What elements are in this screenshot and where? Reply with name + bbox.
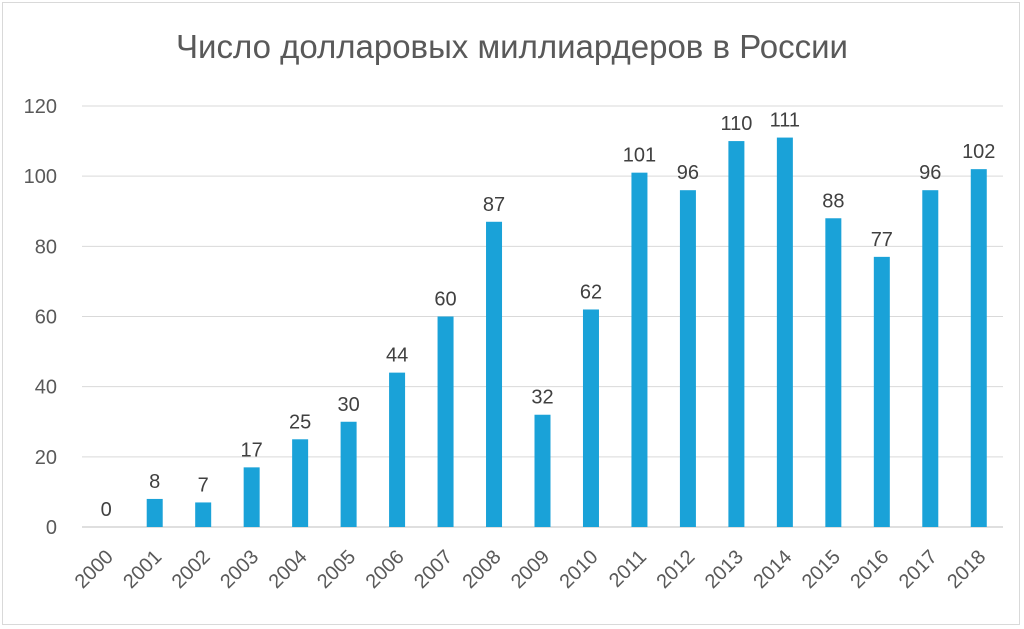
y-tick-label: 100 <box>24 166 57 188</box>
bar <box>146 498 163 527</box>
bar <box>582 309 599 527</box>
x-tick-label: 2002 <box>168 546 215 593</box>
x-tick-label: 2014 <box>749 546 796 593</box>
bar <box>243 467 260 527</box>
bar <box>873 256 890 527</box>
y-tick-label: 60 <box>35 307 57 329</box>
x-tick-label: 2004 <box>265 546 312 593</box>
x-tick-label: 2008 <box>459 546 506 593</box>
x-tick-label: 2006 <box>362 546 409 593</box>
bar <box>922 190 939 527</box>
bar <box>340 421 357 527</box>
data-label: 44 <box>386 345 408 367</box>
bar <box>631 172 648 528</box>
x-tick-label: 2012 <box>652 546 699 593</box>
data-label: 25 <box>289 411 311 433</box>
x-tick-label: 2003 <box>216 546 263 593</box>
data-label: 88 <box>822 190 844 212</box>
bar <box>825 218 842 527</box>
y-tick-label: 120 <box>24 96 57 118</box>
x-tick-label: 2013 <box>701 546 748 593</box>
data-label: 60 <box>434 289 456 311</box>
data-label: 87 <box>483 194 505 216</box>
y-tick-label: 80 <box>35 236 57 258</box>
y-tick-label: 0 <box>46 517 57 539</box>
bars <box>146 137 987 528</box>
y-axis: 0 20 40 60 80 100 120 <box>24 96 57 539</box>
bar <box>486 221 503 527</box>
data-label: 96 <box>919 162 941 184</box>
data-label: 7 <box>198 474 209 496</box>
bar <box>728 141 745 528</box>
data-label: 77 <box>871 229 893 251</box>
y-tick-label: 20 <box>35 447 57 469</box>
x-tick-label: 2016 <box>846 546 893 593</box>
x-tick-label: 2005 <box>313 546 360 593</box>
bar <box>389 372 406 527</box>
data-label: 62 <box>580 281 602 303</box>
x-tick-label: 2010 <box>555 546 602 593</box>
data-label: 102 <box>962 141 995 163</box>
data-label: 96 <box>677 162 699 184</box>
data-label: 17 <box>241 439 263 461</box>
data-label: 101 <box>623 145 656 167</box>
bar <box>534 414 551 527</box>
x-tick-label: 2001 <box>119 546 166 593</box>
gridlines <box>82 105 1003 528</box>
x-tick-label: 2000 <box>71 546 118 593</box>
x-tick-label: 2011 <box>605 546 651 592</box>
x-tick-label: 2007 <box>410 546 457 593</box>
data-label: 111 <box>770 110 800 132</box>
bar <box>292 439 309 527</box>
chart-title: Число долларовых миллиардеров в России <box>176 28 848 65</box>
x-axis: 2000 2001 2002 2003 2004 2005 2006 2007 2008 2009… <box>71 546 991 593</box>
data-label: 8 <box>149 471 160 493</box>
bar <box>679 190 696 527</box>
data-label: 0 <box>101 499 112 521</box>
y-tick-label: 40 <box>35 377 57 399</box>
x-tick-label: 2009 <box>507 546 554 593</box>
data-label: 110 <box>720 113 752 135</box>
bar <box>195 502 212 527</box>
bar <box>437 316 454 527</box>
data-label: 32 <box>531 387 553 409</box>
x-tick-label: 2015 <box>798 546 845 593</box>
x-tick-label: 2017 <box>895 546 942 593</box>
x-tick-label: 2018 <box>943 546 990 593</box>
bar <box>970 169 987 527</box>
bar <box>776 137 793 527</box>
data-label: 30 <box>337 394 359 416</box>
